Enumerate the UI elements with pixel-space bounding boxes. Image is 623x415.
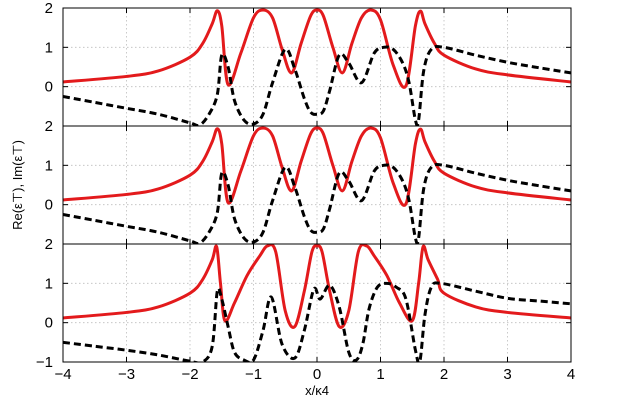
x-axis-label: x/κ4 [305,383,329,398]
x-tick-label: 1 [376,366,384,383]
y-tick-label: 1 [45,157,53,174]
y-tick-label: 1 [45,39,53,56]
axes-frame [62,243,572,363]
series-line-solid-red [63,8,571,89]
series-line-solid-red [63,244,571,329]
x-tick-label: 2 [440,366,448,383]
series-line-dashed-black [63,281,571,362]
series-group [63,244,571,362]
series-line-dashed-black [63,44,571,126]
series-group [63,8,571,126]
series-group [63,126,571,244]
y-tick-label: 1 [45,275,53,292]
y-tick-label: 2 [45,236,53,253]
x-tick-label: −3 [118,366,135,383]
x-tick-label: −4 [54,366,71,383]
x-tick-label: 4 [567,366,575,383]
x-tick-label: −2 [181,366,198,383]
y-tick-label: 0 [45,315,53,332]
x-tick-label: 0 [313,366,321,383]
panel-bottom: 210−1−4 −3 −2 −1 0 1 2 3 4x/κ4 [36,236,575,398]
y-axis-label: Re(ε⊤), Im(ε⊤) [10,140,25,230]
y-tick-label: −1 [36,354,53,371]
panel-top: 2 1 0 [45,0,572,127]
series-line-solid-red [63,126,571,207]
y-tick-label: 0 [45,79,53,96]
x-tick-label: −1 [245,366,262,383]
x-tick-label: 3 [503,366,511,383]
panel-middle: 2 1 0 Re(ε⊤), Im(ε⊤) [10,118,572,245]
y-tick-label: 2 [45,0,53,17]
y-tick-label: 2 [45,118,53,135]
series-line-dashed-black [63,162,571,244]
y-tick-label: 0 [45,197,53,214]
